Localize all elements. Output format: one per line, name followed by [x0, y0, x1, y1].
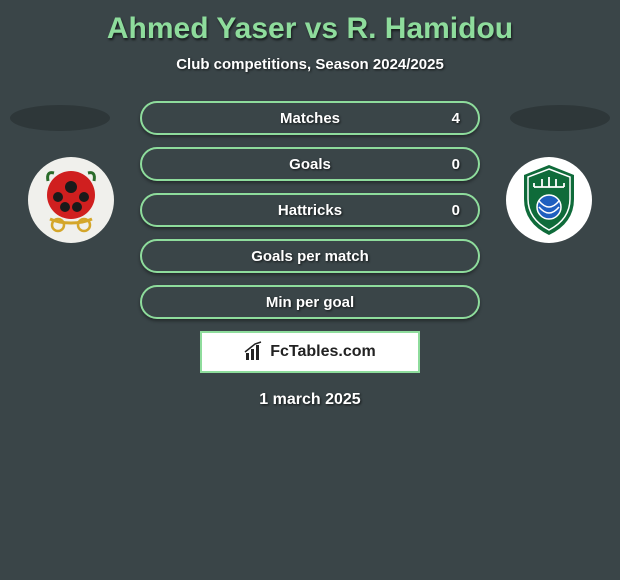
stat-row-hattricks: Hattricks 0	[140, 193, 480, 227]
brand-box: FcTables.com	[200, 331, 420, 373]
shadow-ellipse-right	[510, 105, 610, 131]
stat-value-right: 0	[452, 202, 460, 219]
club-badge-left-icon	[28, 157, 114, 243]
stat-rows: Matches 4 Goals 0 Hattricks 0 Goals per …	[140, 101, 480, 319]
club-badge-right	[506, 157, 592, 243]
stat-label: Hattricks	[278, 202, 342, 219]
stat-row-min-per-goal: Min per goal	[140, 285, 480, 319]
brand-text: FcTables.com	[270, 343, 376, 361]
club-badge-right-icon	[506, 157, 592, 243]
club-badge-left	[28, 157, 114, 243]
stat-row-matches: Matches 4	[140, 101, 480, 135]
stat-label: Goals per match	[251, 248, 369, 265]
page-title: Ahmed Yaser vs R. Hamidou	[0, 0, 620, 46]
stat-label: Goals	[289, 156, 331, 173]
stat-value-right: 4	[452, 110, 460, 127]
stat-value-right: 0	[452, 156, 460, 173]
shadow-ellipse-left	[10, 105, 110, 131]
page-subtitle: Club competitions, Season 2024/2025	[0, 56, 620, 73]
stat-row-goals: Goals 0	[140, 147, 480, 181]
bar-chart-icon	[244, 341, 266, 363]
stat-label: Min per goal	[266, 294, 354, 311]
date-text: 1 march 2025	[0, 391, 620, 409]
stats-container: Matches 4 Goals 0 Hattricks 0 Goals per …	[0, 101, 620, 409]
stat-row-goals-per-match: Goals per match	[140, 239, 480, 273]
stat-label: Matches	[280, 110, 340, 127]
